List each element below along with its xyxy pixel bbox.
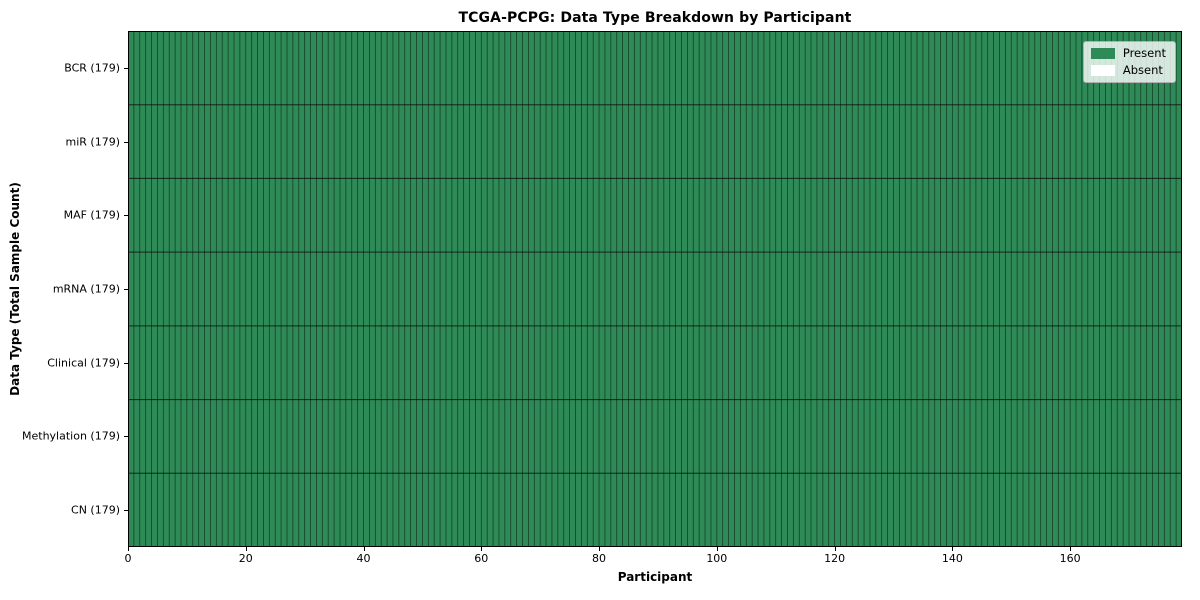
legend-entry-present: Present <box>1090 46 1166 60</box>
y-tick-mark <box>124 289 128 290</box>
x-tick-label: 0 <box>124 552 132 565</box>
y-tick-label-Methylation: Methylation (179) <box>22 429 120 443</box>
y-tick-mark <box>124 141 128 143</box>
heatmap-row-mRNA <box>128 252 1182 326</box>
x-tick-label: 60 <box>474 552 489 565</box>
x-tick-mark <box>363 547 365 551</box>
y-tick-label-mRNA: mRNA (179) <box>52 282 120 296</box>
y-tick-mark <box>124 67 128 69</box>
x-tick-label: 20 <box>238 552 253 565</box>
x-tick-mark <box>481 547 483 551</box>
x-tick-mark <box>599 547 601 551</box>
legend-label: Absent <box>1122 62 1163 77</box>
x-tick-label: 120 <box>824 552 846 565</box>
x-tick-mark <box>245 547 247 551</box>
x-tick-mark <box>128 547 129 551</box>
x-tick-label: 140 <box>941 552 963 565</box>
y-tick-mark <box>124 436 128 438</box>
y-axis-label: Data Type (Total Sample Count) <box>8 182 22 396</box>
x-tick-label: 40 <box>356 552 371 565</box>
legend-swatch-present <box>1090 48 1115 60</box>
plot-area: Present Absent <box>128 31 1182 547</box>
heatmap-row-CN <box>128 473 1182 547</box>
x-tick-label: 80 <box>592 552 607 565</box>
y-tick-label-BCR: BCR (179) <box>64 61 120 75</box>
y-tick-label-CN: CN (179) <box>71 503 120 517</box>
heatmap-row-miR <box>128 104 1182 179</box>
y-tick-label-Clinical: Clinical (179) <box>47 356 120 370</box>
y-tick-mark <box>124 510 128 512</box>
x-tick-mark <box>1070 547 1072 551</box>
y-tick-mark <box>124 362 128 364</box>
legend: Present Absent <box>1082 41 1176 83</box>
heatmap-row-Clinical <box>128 325 1182 400</box>
x-tick-mark <box>834 547 836 551</box>
y-tick-mark <box>124 215 128 217</box>
y-tick-label-miR: miR (179) <box>65 135 121 149</box>
chart-title: TCGA-PCPG: Data Type Breakdown by Partic… <box>458 10 852 26</box>
heatmap-row-MAF <box>128 178 1182 253</box>
legend-label: Present <box>1122 46 1166 60</box>
x-tick-label: 160 <box>1059 552 1081 565</box>
x-axis-label: Participant <box>617 570 693 584</box>
plot-border <box>128 31 1182 547</box>
heatmap-row-BCR <box>128 31 1182 105</box>
x-tick-mark <box>952 547 954 551</box>
heatmap-row-Methylation <box>128 399 1182 474</box>
y-tick-label-MAF: MAF (179) <box>63 208 120 222</box>
x-tick-label: 100 <box>706 552 728 565</box>
heatmap-canvas <box>128 31 1182 547</box>
legend-swatch-absent <box>1090 64 1115 76</box>
legend-entry-absent: Absent <box>1090 62 1166 77</box>
x-tick-mark <box>716 547 718 551</box>
